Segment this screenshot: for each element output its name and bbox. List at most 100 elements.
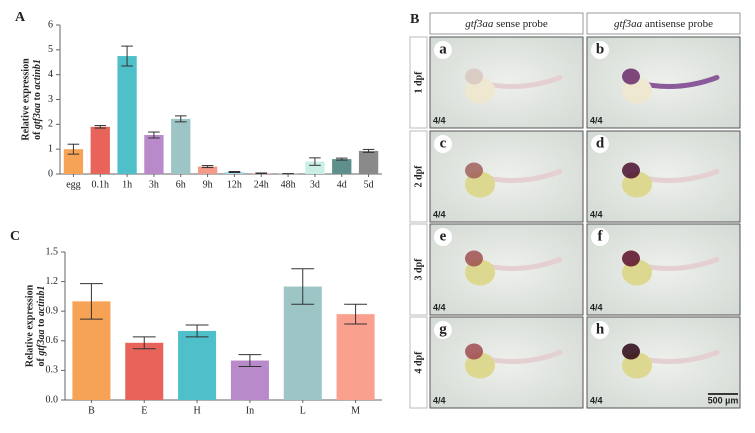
count: 4/4 — [433, 115, 446, 125]
embryo-head — [465, 162, 483, 179]
panel-letter: d — [596, 135, 605, 151]
x-tick-label: 24h — [254, 179, 269, 190]
x-tick-label: H — [193, 405, 200, 416]
panel-letter: h — [596, 321, 605, 337]
bar — [117, 56, 137, 174]
embryo-head — [465, 343, 483, 360]
y-label-part: actinb1 — [36, 286, 47, 317]
row-label: 1 dpf — [413, 71, 424, 94]
embryo-head — [622, 162, 640, 179]
x-tick-label: egg — [66, 179, 80, 190]
x-tick-label: 5d — [364, 179, 374, 190]
scale-label: 500 µm — [708, 395, 739, 405]
x-tick-label: 4d — [337, 179, 347, 190]
x-tick-label: 48h — [281, 179, 296, 190]
row-label-box — [409, 223, 428, 316]
x-tick-label: 1h — [122, 179, 132, 190]
micrograph — [429, 130, 584, 223]
y-tick-label: 0.3 — [46, 365, 59, 376]
y-tick-label: 2 — [48, 119, 53, 130]
y-tick-label: 1.2 — [46, 276, 59, 287]
panel-letter: f — [598, 228, 604, 244]
bar — [197, 166, 218, 174]
count: 4/4 — [433, 302, 446, 312]
x-tick-label: B — [88, 405, 95, 416]
row-label-box — [409, 36, 428, 129]
panel-letter: e — [440, 228, 447, 244]
y-tick-label: 0.6 — [46, 335, 59, 346]
y-label: Relative expression — [20, 58, 31, 141]
count: 4/4 — [590, 395, 603, 405]
row-label: 3 dpf — [413, 258, 424, 281]
y-label-part: actinb1 — [32, 59, 43, 90]
y-label-part: of — [36, 356, 47, 367]
embryo-head — [622, 68, 640, 85]
y-tick-label: 1.5 — [46, 246, 59, 257]
letter-badge — [591, 135, 609, 153]
x-tick-label: E — [141, 405, 147, 416]
y-label-part: to — [36, 316, 47, 329]
count: 4/4 — [590, 115, 603, 125]
panel-label: B — [410, 12, 419, 27]
x-tick-label: L — [300, 405, 306, 416]
panel-letter: c — [440, 135, 447, 151]
column-header-part: sense probe — [493, 18, 547, 30]
y-label: of gtf3aa to actinb1 — [32, 59, 43, 140]
y-tick-label: 4 — [48, 69, 53, 80]
bar — [358, 150, 379, 174]
y-label-part: gtf3aa — [36, 329, 47, 356]
bar — [336, 314, 375, 400]
letter-badge — [434, 321, 452, 339]
y-tick-label: 6 — [48, 19, 53, 30]
embryo-head — [622, 343, 640, 360]
letter-badge — [591, 321, 609, 339]
y-tick-label: 5 — [48, 44, 53, 55]
y-tick-label: 0.0 — [46, 394, 59, 405]
y-tick-label: 0 — [48, 168, 53, 179]
panel-label: A — [15, 10, 26, 25]
count: 4/4 — [590, 302, 603, 312]
column-header-part: gtf3aa — [465, 18, 494, 30]
bar — [230, 360, 269, 400]
bar — [90, 126, 110, 174]
row-label: 4 dpf — [413, 351, 424, 374]
x-tick-label: 12h — [227, 179, 242, 190]
row-label-box — [409, 130, 428, 223]
bar — [63, 149, 84, 174]
row-label-box — [409, 316, 428, 409]
bar — [283, 286, 322, 400]
x-tick-label: 3d — [310, 179, 320, 190]
panel-label: C — [10, 229, 20, 244]
y-label-part: of — [32, 129, 43, 140]
column-header: gtf3aa sense probe — [465, 18, 548, 30]
row-label: 2 dpf — [413, 165, 424, 188]
column-header-box — [586, 12, 741, 35]
column-header-box — [429, 12, 584, 35]
y-label: Relative expression — [24, 284, 35, 367]
column-header-part: antisense probe — [642, 18, 713, 30]
bar — [332, 159, 352, 174]
letter-badge — [434, 228, 452, 246]
x-tick-label: 6h — [176, 179, 186, 190]
letter-badge — [434, 135, 452, 153]
bar — [171, 118, 191, 174]
bar — [125, 342, 164, 400]
x-tick-label: M — [351, 405, 360, 416]
x-tick-label: 0.1h — [92, 179, 110, 190]
bar — [178, 330, 217, 400]
column-header: gtf3aa antisense probe — [614, 18, 713, 30]
bar — [305, 161, 325, 174]
letter-badge — [591, 228, 609, 246]
y-tick-label: 3 — [48, 94, 53, 105]
count: 4/4 — [590, 209, 603, 219]
y-label: of gtf3aa to actinb1 — [36, 286, 47, 367]
embryo-head — [465, 250, 483, 267]
panel-letter: g — [439, 321, 447, 337]
column-header-part: gtf3aa — [614, 18, 643, 30]
bar — [144, 135, 164, 174]
micrograph — [429, 36, 584, 129]
x-tick-label: 3h — [149, 179, 159, 190]
x-tick-label: 9h — [203, 179, 213, 190]
panel-letter: a — [439, 41, 447, 57]
panel-letter: b — [596, 41, 604, 57]
